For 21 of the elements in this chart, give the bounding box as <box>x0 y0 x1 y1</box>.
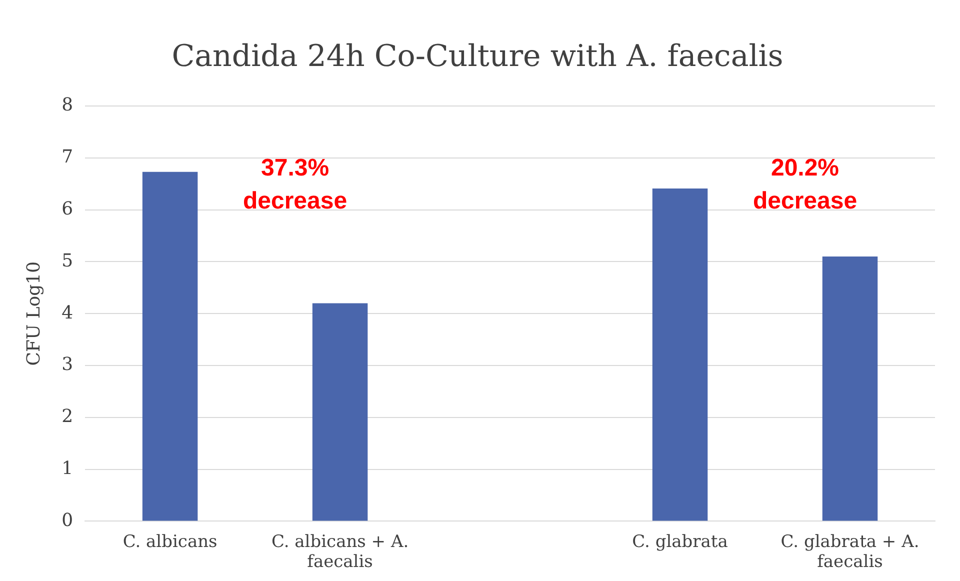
y-tick-label: 0 <box>62 510 74 531</box>
x-tick-label: C. albicans + A. faecalis <box>271 532 409 572</box>
y-tick-label: 2 <box>62 406 74 428</box>
x-tick-label: C. glabrata + A. faecalis <box>780 532 920 572</box>
chart-title: Candida 24h Co-Culture with A. faecalis <box>172 38 784 74</box>
y-tick-label: 7 <box>62 146 74 168</box>
annotation: 20.2% decrease <box>752 154 858 215</box>
x-tick-label: C. glabrata <box>632 532 728 552</box>
y-tick-label: 6 <box>62 198 74 220</box>
y-tick-label: 8 <box>62 94 74 116</box>
y-tick-label: 3 <box>62 354 74 376</box>
annotation: 37.3% decrease <box>242 154 348 215</box>
x-tick-label: C. albicans <box>122 532 218 552</box>
bar <box>142 172 198 521</box>
bar <box>312 303 368 521</box>
y-tick-label: 4 <box>62 302 74 324</box>
y-tick-label: 1 <box>62 458 74 479</box>
bar <box>652 188 708 521</box>
bar <box>822 256 878 521</box>
y-tick-label: 5 <box>62 250 74 272</box>
y-axis-title: CFU Log10 <box>23 261 44 366</box>
